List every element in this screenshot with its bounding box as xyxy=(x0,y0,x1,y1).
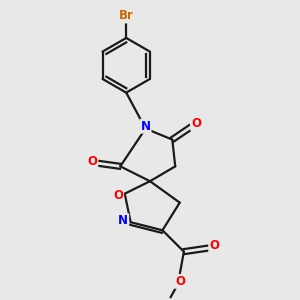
Text: O: O xyxy=(113,189,123,202)
Text: O: O xyxy=(209,238,219,252)
Text: N: N xyxy=(118,214,128,227)
Text: N: N xyxy=(140,120,151,133)
Text: Br: Br xyxy=(119,10,134,22)
Text: O: O xyxy=(175,275,185,288)
Text: O: O xyxy=(87,155,97,168)
Text: O: O xyxy=(191,117,201,130)
